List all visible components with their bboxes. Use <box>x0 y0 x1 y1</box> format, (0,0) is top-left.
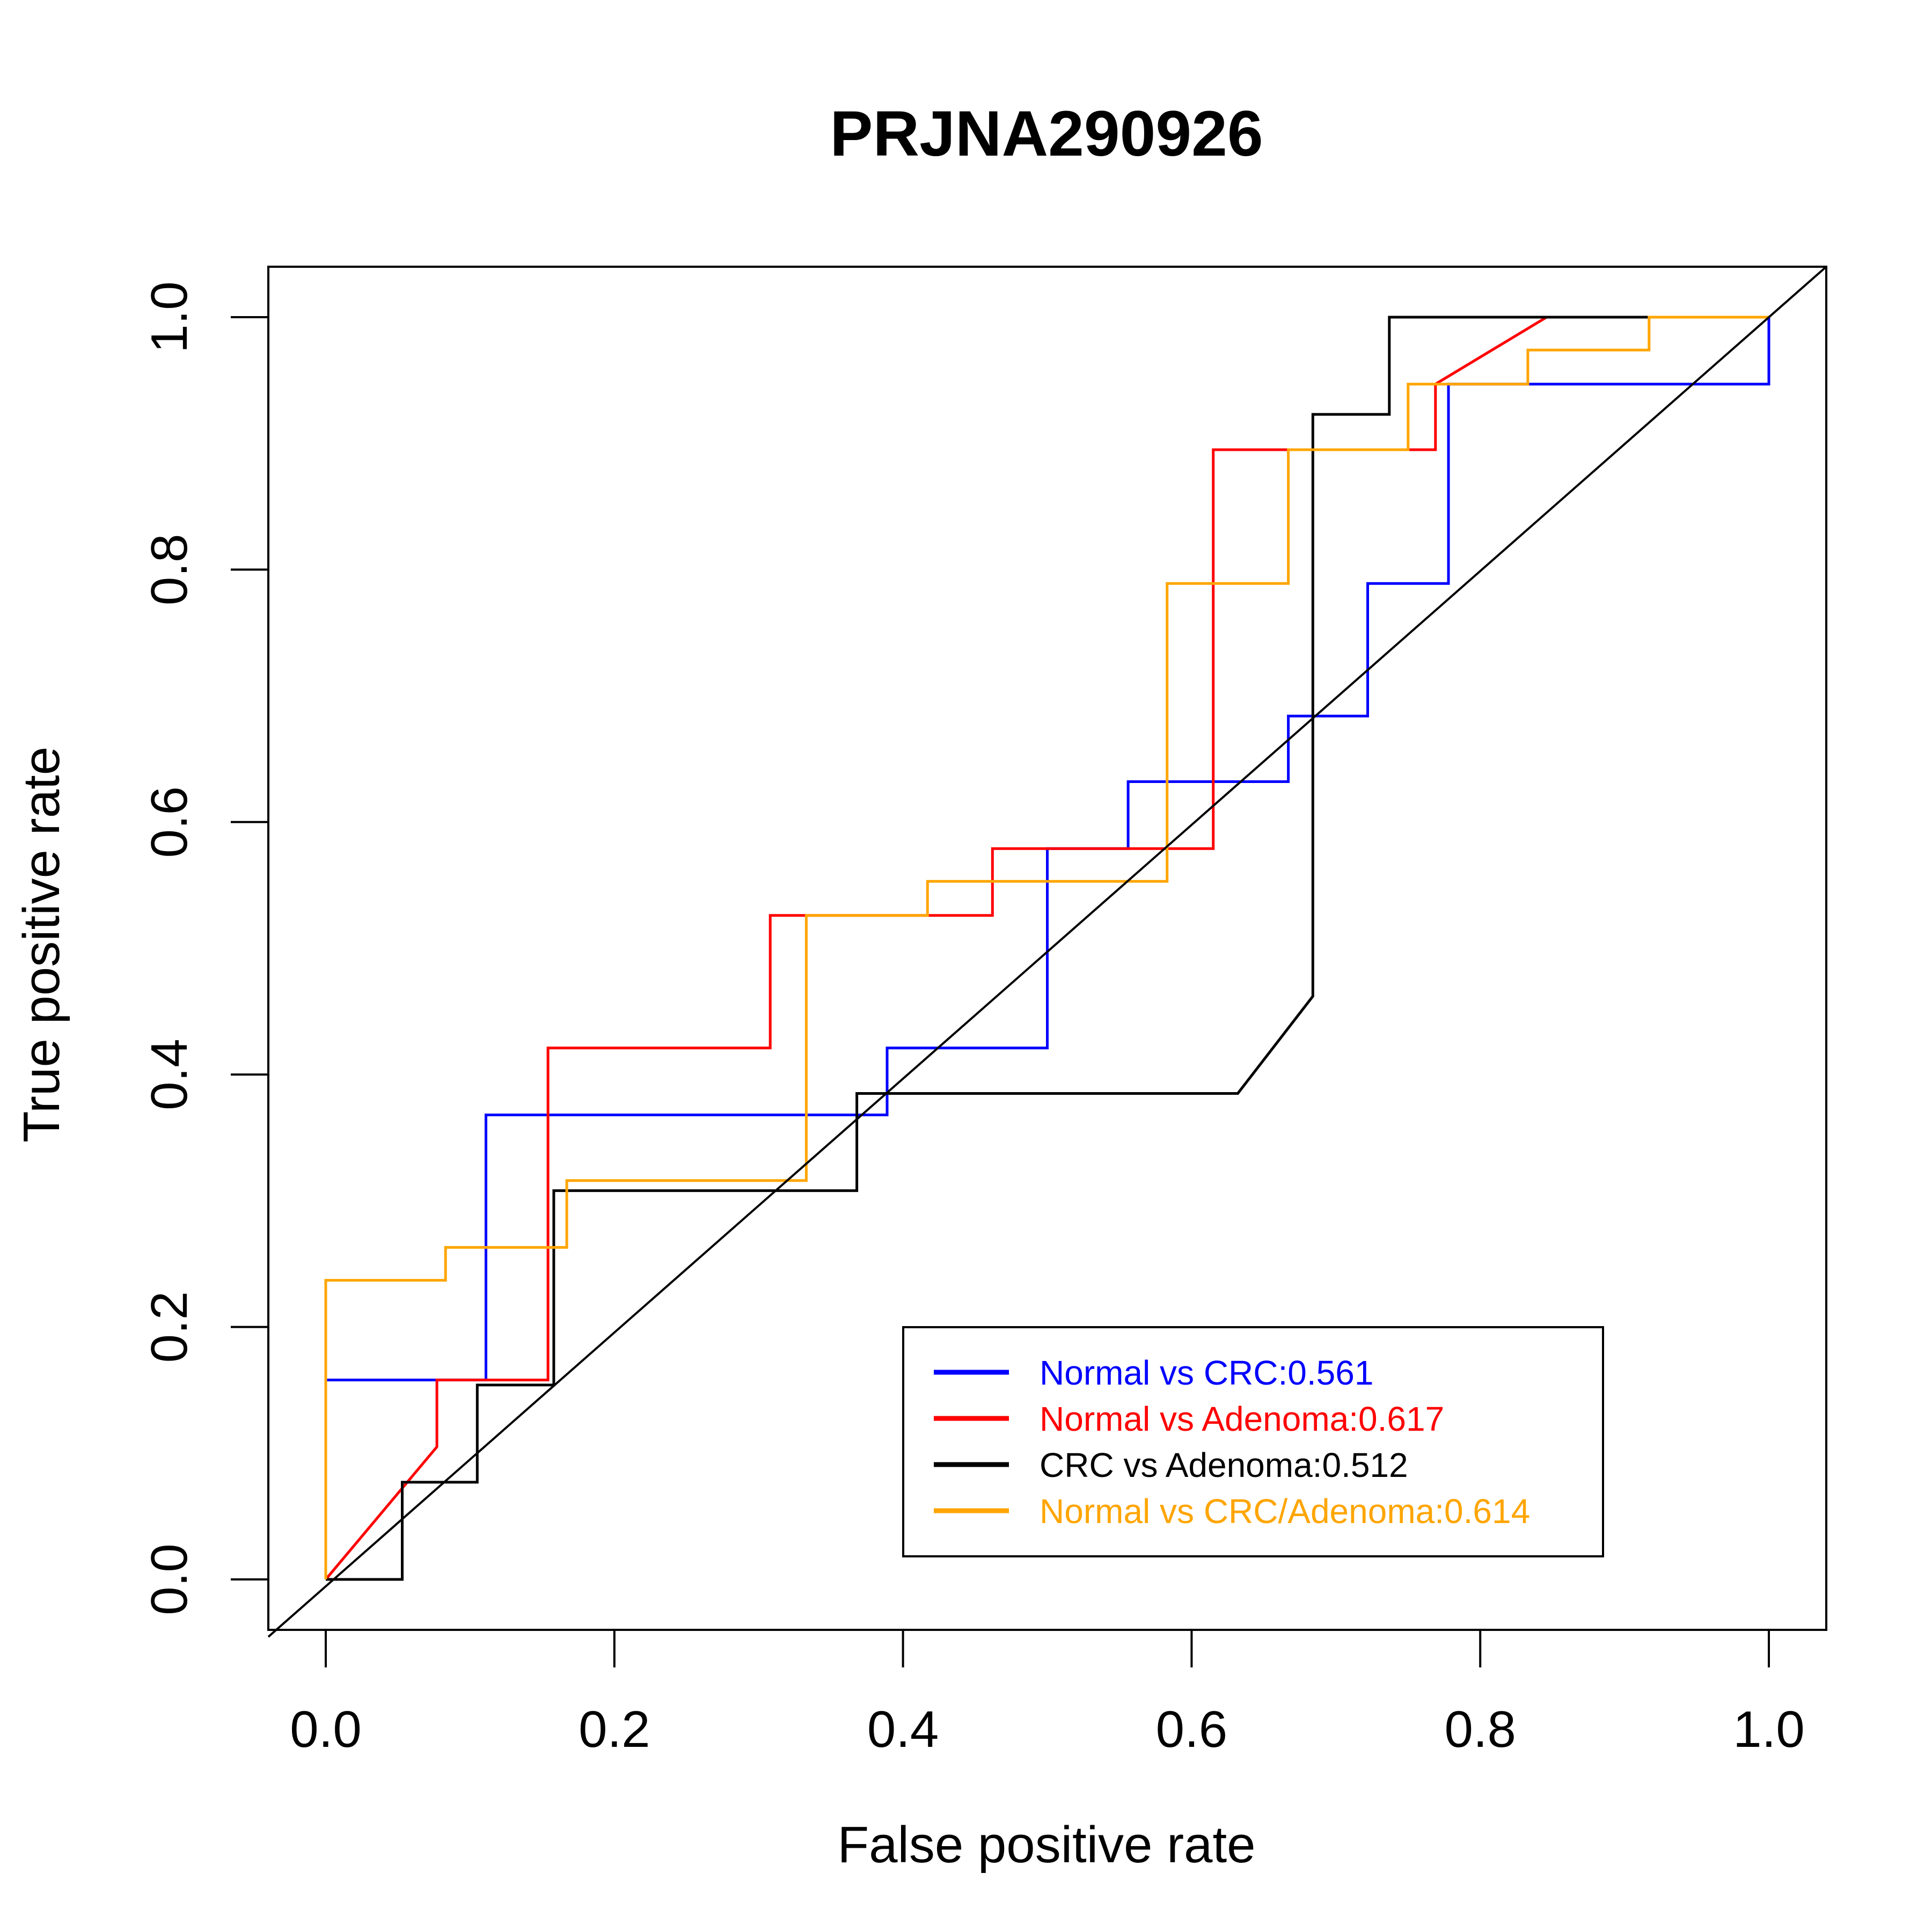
roc-curve-3 <box>326 316 1769 1581</box>
x-axis-label: False positive rate <box>837 1816 1255 1874</box>
y-tick-label: 0.6 <box>141 786 198 858</box>
x-tick-label: 1.0 <box>1733 1701 1804 1758</box>
x-tick-label: 0.4 <box>867 1701 939 1758</box>
x-tick-label: 0.8 <box>1444 1701 1516 1758</box>
legend-entry-label: CRC vs Adenoma:0.512 <box>1040 1446 1408 1484</box>
roc-curve-2 <box>325 316 1769 1580</box>
x-tick-label: 0.2 <box>579 1701 650 1758</box>
plot-area <box>267 266 1827 1638</box>
plot-frame <box>267 266 1827 1631</box>
legend-box <box>902 1326 1604 1557</box>
legend: Normal vs CRC:0.561 Normal vs Adenoma:0.6… <box>902 1326 1604 1557</box>
x-tick-label: 0.0 <box>290 1701 361 1758</box>
legend-entry-label: Normal vs CRC/Adenoma:0.614 <box>1040 1492 1530 1531</box>
diagonal-reference-line <box>267 266 1827 1638</box>
roc-curve-4 <box>324 316 1769 1579</box>
x-axis: 0.0 0.2 0.4 0.6 0.8 1.0 <box>290 1629 1805 1758</box>
y-tick-label: 0.8 <box>141 534 198 605</box>
series-layer <box>267 266 1827 1638</box>
y-axis-label: True positive rate <box>13 747 70 1143</box>
y-axis: 0.0 0.2 0.4 0.6 0.8 1.0 <box>141 281 269 1615</box>
legend-entry-label: Normal vs CRC:0.561 <box>1040 1353 1373 1392</box>
chart-title: PRJNA290926 <box>830 98 1263 170</box>
y-tick-label: 0.4 <box>141 1038 198 1110</box>
y-tick-label: 0.2 <box>141 1291 198 1363</box>
x-tick-label: 0.6 <box>1156 1701 1227 1758</box>
roc-curve-1 <box>324 317 1770 1579</box>
y-tick-label: 0.0 <box>141 1543 198 1615</box>
legend-entry-label: Normal vs Adenoma:0.617 <box>1040 1400 1444 1438</box>
y-tick-label: 1.0 <box>141 281 198 353</box>
